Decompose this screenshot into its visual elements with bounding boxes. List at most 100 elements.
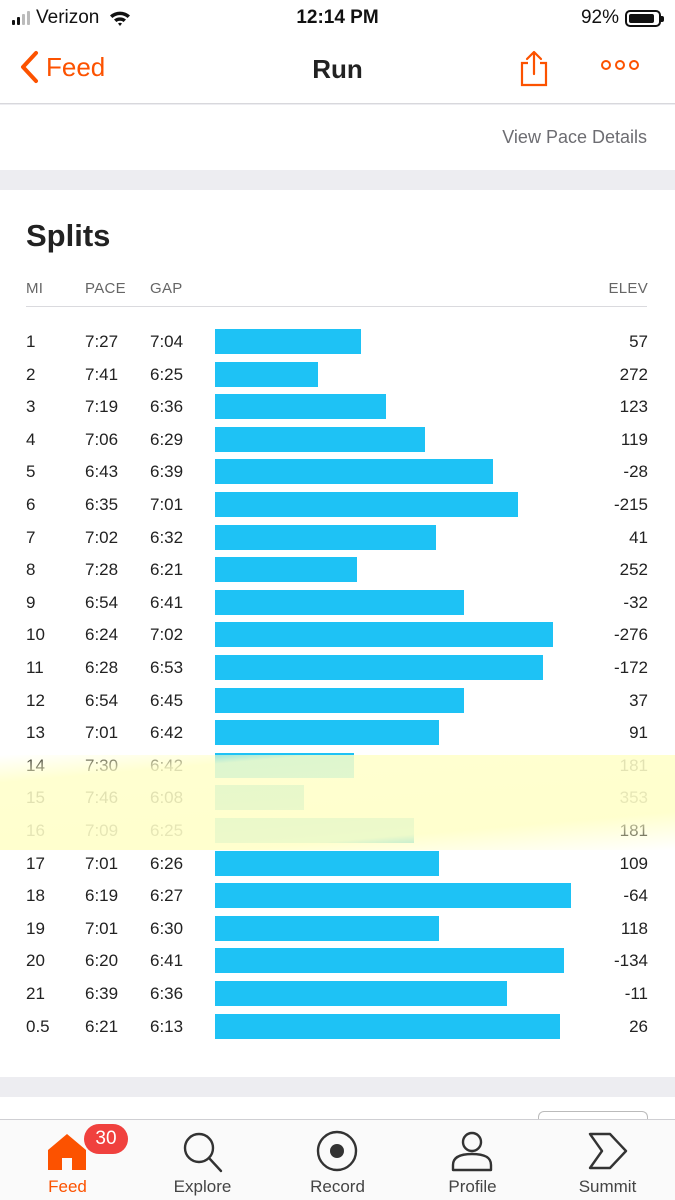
pace-bar: [215, 785, 304, 811]
signal-icon: [12, 11, 30, 25]
split-elevation: -276: [613, 625, 648, 645]
split-elevation: 123: [619, 397, 648, 417]
pace-bar: [215, 850, 439, 876]
pace-bar: [215, 720, 439, 746]
pace-bar: [215, 329, 361, 354]
notification-badge: 30: [84, 1124, 128, 1154]
split-pace: 6:19: [85, 886, 119, 906]
split-pace: 7:27: [85, 332, 119, 351]
pace-bar: [215, 915, 439, 941]
battery-icon: [625, 9, 664, 27]
pace-bar: [215, 394, 386, 420]
split-row: 8 7:28 6:21 252: [0, 553, 675, 585]
split-elevation: 91: [629, 723, 648, 743]
split-row: 1 7:27 7:04 57: [0, 325, 675, 357]
split-pace: 6:20: [85, 951, 119, 971]
split-gap: 6:13: [150, 1016, 184, 1036]
more-options-icon[interactable]: [600, 58, 640, 72]
pace-bar: [215, 655, 543, 680]
battery-percent: 92%: [580, 7, 619, 28]
status-left: Verizon: [12, 7, 131, 29]
split-gap: 6:08: [150, 788, 184, 808]
split-row: 21 6:39 6:36 -11: [0, 977, 675, 1009]
split-elevation: 181: [619, 821, 648, 840]
split-gap: 6:41: [150, 951, 184, 971]
split-pace: 7:02: [85, 527, 119, 547]
split-elevation: 41: [629, 527, 648, 547]
split-elevation: -32: [623, 592, 648, 612]
split-row: 10 6:24 7:02 -276: [0, 618, 675, 650]
share-icon[interactable]: [518, 50, 550, 88]
split-pace: 7:46: [85, 788, 119, 808]
split-elevation: 57: [629, 332, 648, 351]
summit-icon: [588, 1132, 628, 1170]
tab-record[interactable]: Record: [270, 1120, 405, 1200]
split-pace: 7:01: [85, 853, 119, 873]
split-pace: 6:24: [85, 625, 119, 645]
split-mile: 18: [26, 886, 45, 906]
pace-bar: [215, 818, 414, 843]
header-mi: MI: [26, 280, 44, 297]
header-pace: PACE: [85, 280, 126, 297]
split-pace: 6:21: [85, 1016, 119, 1036]
split-row: 2 7:41 6:25 272: [0, 358, 675, 390]
pace-bar: [215, 524, 436, 550]
split-mile: 12: [26, 690, 45, 710]
split-elevation: 109: [619, 853, 648, 873]
split-elevation: -172: [613, 658, 648, 677]
view-pace-details-link[interactable]: View Pace Details: [502, 127, 647, 147]
pace-bar: [215, 557, 357, 583]
record-icon: [316, 1130, 358, 1172]
pace-bar: [215, 426, 425, 452]
pace-bar: [215, 948, 564, 974]
header-elev: ELEV: [608, 280, 648, 297]
carrier-name: Verizon: [36, 7, 100, 28]
split-row: 11 6:28 6:53 -172: [0, 651, 675, 683]
tab-label: Feed: [48, 1177, 87, 1196]
split-elevation: -64: [623, 886, 648, 906]
split-pace: 6:39: [85, 984, 119, 1003]
pace-bar: [215, 1013, 560, 1039]
profile-icon: [451, 1131, 493, 1172]
split-mile: 4: [26, 429, 36, 449]
header-divider: [26, 306, 647, 307]
pace-bar: [215, 752, 354, 778]
split-gap: 6:39: [150, 462, 184, 482]
split-row: 14 7:30 6:42 181: [0, 749, 675, 781]
split-row: 15 7:46 6:08 353: [0, 781, 675, 813]
tab-summit[interactable]: Summit: [540, 1120, 675, 1200]
split-gap: 6:36: [150, 397, 184, 417]
tab-explore[interactable]: Explore: [135, 1120, 270, 1200]
home-icon: [48, 1134, 86, 1170]
split-pace: 6:54: [85, 592, 119, 612]
chevron-left-icon: [21, 51, 38, 83]
split-elevation: -134: [613, 951, 648, 971]
tab-label: Record: [310, 1177, 365, 1196]
split-row: 5 6:43 6:39 -28: [0, 455, 675, 487]
pace-bar: [215, 687, 464, 713]
split-elevation: 353: [619, 788, 648, 808]
split-mile: 7: [26, 527, 36, 547]
split-pace: 7:06: [85, 429, 119, 449]
split-elevation: 37: [629, 690, 648, 710]
split-elevation: 119: [620, 429, 648, 449]
split-gap: 6:32: [150, 527, 184, 547]
back-button[interactable]: Feed: [18, 50, 105, 84]
split-pace: 7:01: [85, 918, 119, 938]
split-mile: 20: [26, 951, 45, 971]
pace-bar: [215, 981, 507, 1006]
split-mile: 17: [26, 853, 45, 873]
split-gap: 6:25: [150, 821, 184, 840]
pace-bar: [215, 589, 464, 615]
tab-profile[interactable]: Profile: [405, 1120, 540, 1200]
split-elevation: 118: [620, 918, 648, 938]
splits-title: Splits: [26, 218, 111, 253]
split-mile: 13: [26, 723, 45, 743]
split-row: 6 6:35 7:01 -215: [0, 488, 675, 520]
tab-feed[interactable]: 30 Feed: [0, 1120, 135, 1200]
status-time: 12:14 PM: [296, 7, 379, 28]
split-gap: 6:25: [150, 364, 184, 384]
split-pace: 6:54: [85, 690, 119, 710]
split-mile: 21: [26, 984, 45, 1003]
split-mile: 19: [26, 918, 45, 938]
